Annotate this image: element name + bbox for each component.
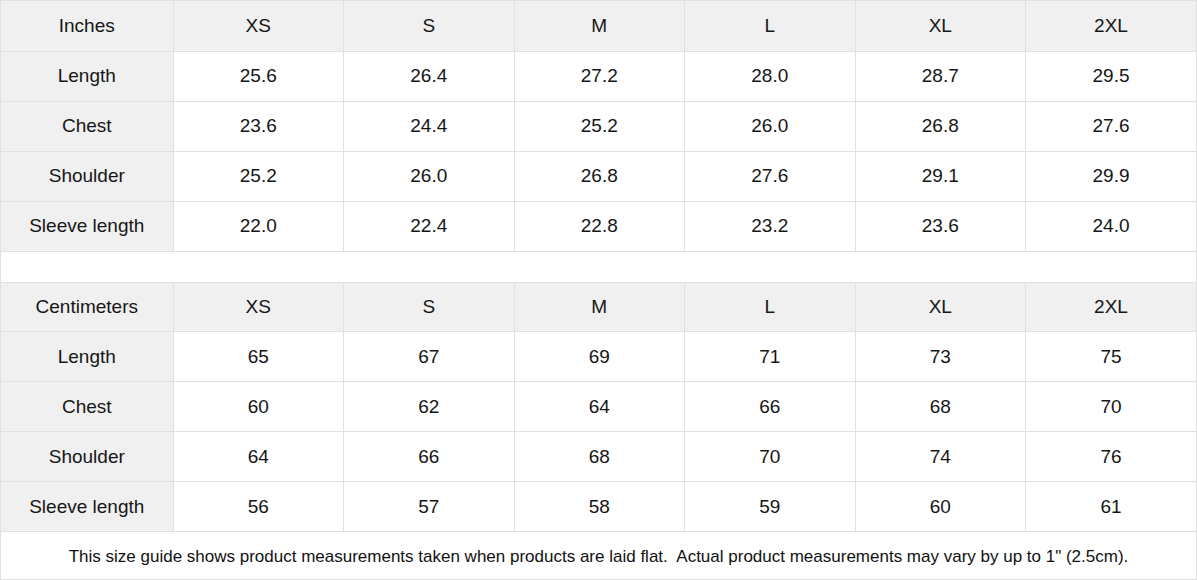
measurement-cell: 24.4 bbox=[344, 101, 515, 151]
size-col-header: 2XL bbox=[1026, 1, 1197, 51]
inches-header-row: Inches XS S M L XL 2XL bbox=[1, 1, 1196, 51]
measurement-cell: 25.2 bbox=[514, 101, 685, 151]
measurement-cell: 64 bbox=[514, 382, 685, 432]
measurement-cell: 66 bbox=[685, 382, 856, 432]
size-col-header: XS bbox=[173, 1, 344, 51]
measurement-cell: 23.6 bbox=[173, 101, 344, 151]
measurement-cell: 60 bbox=[173, 382, 344, 432]
measurement-cell: 22.0 bbox=[173, 201, 344, 251]
measurement-cell: 27.6 bbox=[685, 151, 856, 201]
size-col-header: S bbox=[344, 1, 515, 51]
measurement-cell: 27.6 bbox=[1026, 101, 1197, 151]
measurement-cell: 70 bbox=[685, 432, 856, 482]
centimeters-header-row: Centimeters XS S M L XL 2XL bbox=[1, 283, 1196, 332]
measurement-cell: 26.8 bbox=[514, 151, 685, 201]
measurement-cell: 22.4 bbox=[344, 201, 515, 251]
row-label: Shoulder bbox=[1, 432, 173, 482]
size-col-header: XL bbox=[855, 283, 1026, 332]
measurement-cell: 70 bbox=[1026, 382, 1197, 432]
table-row: Chest 60 62 64 66 68 70 bbox=[1, 382, 1196, 432]
size-col-header: M bbox=[514, 1, 685, 51]
measurement-cell: 56 bbox=[173, 482, 344, 532]
measurement-cell: 28.0 bbox=[685, 51, 856, 101]
row-label: Shoulder bbox=[1, 151, 173, 201]
table-row: Length 25.6 26.4 27.2 28.0 28.7 29.5 bbox=[1, 51, 1196, 101]
table-row: Sleeve length 56 57 58 59 60 61 bbox=[1, 482, 1196, 532]
size-col-header: L bbox=[685, 283, 856, 332]
table-row: Shoulder 64 66 68 70 74 76 bbox=[1, 432, 1196, 482]
unit-header-inches: Inches bbox=[1, 1, 173, 51]
measurement-cell: 26.4 bbox=[344, 51, 515, 101]
measurement-cell: 29.9 bbox=[1026, 151, 1197, 201]
size-col-header: S bbox=[344, 283, 515, 332]
measurement-cell: 67 bbox=[344, 332, 515, 382]
measurement-cell: 60 bbox=[855, 482, 1026, 532]
measurement-cell: 75 bbox=[1026, 332, 1197, 382]
measurement-cell: 68 bbox=[855, 382, 1026, 432]
measurement-cell: 66 bbox=[344, 432, 515, 482]
row-label: Sleeve length bbox=[1, 201, 173, 251]
measurement-cell: 57 bbox=[344, 482, 515, 532]
size-col-header: M bbox=[514, 283, 685, 332]
size-col-header: 2XL bbox=[1026, 283, 1197, 332]
row-label: Length bbox=[1, 332, 173, 382]
measurement-cell: 69 bbox=[514, 332, 685, 382]
table-row: Chest 23.6 24.4 25.2 26.0 26.8 27.6 bbox=[1, 101, 1196, 151]
size-guide-panel: Inches XS S M L XL 2XL Length 25.6 26.4 … bbox=[0, 0, 1197, 580]
centimeters-table: Centimeters XS S M L XL 2XL Length 65 67… bbox=[1, 283, 1196, 533]
measurement-cell: 28.7 bbox=[855, 51, 1026, 101]
measurement-cell: 65 bbox=[173, 332, 344, 382]
table-row: Length 65 67 69 71 73 75 bbox=[1, 332, 1196, 382]
size-col-header: XS bbox=[173, 283, 344, 332]
measurement-cell: 24.0 bbox=[1026, 201, 1197, 251]
row-label: Chest bbox=[1, 382, 173, 432]
measurement-cell: 64 bbox=[173, 432, 344, 482]
measurement-cell: 23.2 bbox=[685, 201, 856, 251]
size-guide-disclaimer: This size guide shows product measuremen… bbox=[1, 532, 1196, 580]
measurement-cell: 73 bbox=[855, 332, 1026, 382]
row-label: Length bbox=[1, 51, 173, 101]
measurement-cell: 23.6 bbox=[855, 201, 1026, 251]
measurement-cell: 27.2 bbox=[514, 51, 685, 101]
unit-header-centimeters: Centimeters bbox=[1, 283, 173, 332]
table-row: Shoulder 25.2 26.0 26.8 27.6 29.1 29.9 bbox=[1, 151, 1196, 201]
size-col-header: XL bbox=[855, 1, 1026, 51]
measurement-cell: 58 bbox=[514, 482, 685, 532]
measurement-cell: 71 bbox=[685, 332, 856, 382]
measurement-cell: 22.8 bbox=[514, 201, 685, 251]
row-label: Chest bbox=[1, 101, 173, 151]
measurement-cell: 76 bbox=[1026, 432, 1197, 482]
measurement-cell: 68 bbox=[514, 432, 685, 482]
measurement-cell: 59 bbox=[685, 482, 856, 532]
section-spacer bbox=[1, 252, 1196, 283]
measurement-cell: 74 bbox=[855, 432, 1026, 482]
table-row: Sleeve length 22.0 22.4 22.8 23.2 23.6 2… bbox=[1, 201, 1196, 251]
measurement-cell: 26.0 bbox=[685, 101, 856, 151]
measurement-cell: 29.1 bbox=[855, 151, 1026, 201]
size-col-header: L bbox=[685, 1, 856, 51]
measurement-cell: 61 bbox=[1026, 482, 1197, 532]
row-label: Sleeve length bbox=[1, 482, 173, 532]
measurement-cell: 26.0 bbox=[344, 151, 515, 201]
measurement-cell: 25.2 bbox=[173, 151, 344, 201]
measurement-cell: 29.5 bbox=[1026, 51, 1197, 101]
measurement-cell: 26.8 bbox=[855, 101, 1026, 151]
inches-table: Inches XS S M L XL 2XL Length 25.6 26.4 … bbox=[1, 1, 1196, 252]
measurement-cell: 25.6 bbox=[173, 51, 344, 101]
measurement-cell: 62 bbox=[344, 382, 515, 432]
